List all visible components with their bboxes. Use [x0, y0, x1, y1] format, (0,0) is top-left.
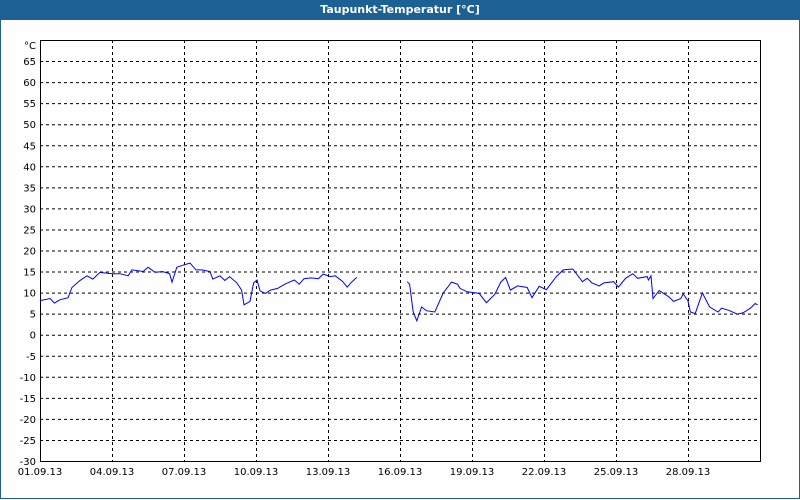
y-tick-label: 10	[23, 289, 36, 300]
y-tick-label: -30	[20, 457, 36, 468]
y-tick-label: 50	[23, 120, 36, 131]
y-tick-label: 55	[23, 99, 36, 110]
x-tick-label: 19.09.13	[450, 467, 495, 478]
y-tick-label: -10	[20, 373, 36, 384]
y-tick-label: 15	[23, 268, 36, 279]
y-tick-label: 0	[30, 331, 36, 342]
x-tick-label: 10.09.13	[234, 467, 279, 478]
x-tick-label: 04.09.13	[90, 467, 135, 478]
y-tick-label: -25	[20, 436, 36, 447]
y-tick-label: 25	[23, 225, 36, 236]
y-tick-label: 45	[23, 141, 36, 152]
y-tick-label: 40	[23, 162, 36, 173]
x-tick-label: 13.09.13	[306, 467, 351, 478]
y-tick-label: 35	[23, 183, 36, 194]
chart-title: Taupunkt-Temperatur [°C]	[0, 0, 800, 20]
y-tick-label: 30	[23, 204, 36, 215]
y-tick-label: -15	[20, 394, 36, 405]
y-tick-label: 60	[23, 78, 36, 89]
y-tick-label: 20	[23, 247, 36, 258]
x-tick-label: 22.09.13	[522, 467, 567, 478]
y-axis-unit: °C	[24, 41, 36, 52]
y-tick-label: -20	[20, 415, 36, 426]
x-tick-label: 01.09.13	[18, 467, 63, 478]
x-tick-label: 25.09.13	[594, 467, 639, 478]
plot-border	[40, 40, 761, 462]
dewpoint-line-segment	[406, 268, 758, 323]
x-tick-label: 28.09.13	[666, 467, 711, 478]
y-tick-label: 65	[23, 57, 36, 68]
x-tick-label: 16.09.13	[378, 467, 423, 478]
dewpoint-line-segment	[39, 262, 358, 306]
y-tick-label: 5	[30, 310, 36, 321]
y-tick-label: -5	[26, 352, 36, 363]
x-tick-label: 07.09.13	[162, 467, 207, 478]
